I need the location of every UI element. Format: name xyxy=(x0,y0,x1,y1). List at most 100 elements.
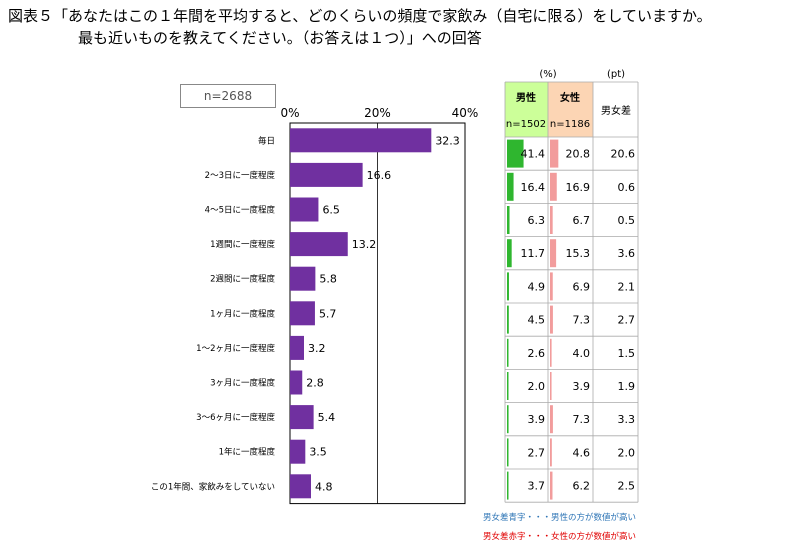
female-value: 16.9 xyxy=(566,181,591,194)
bar xyxy=(290,301,315,326)
category-label: 3～6ヶ月に一度程度 xyxy=(196,412,275,423)
female-n: n=1186 xyxy=(550,119,590,130)
bar-value-label: 4.8 xyxy=(315,480,333,493)
unit-percent: (%) xyxy=(539,69,556,80)
female-mini-bar xyxy=(550,139,559,168)
bar xyxy=(290,405,314,430)
unit-pt: (pt) xyxy=(607,69,625,80)
diff-value: 2.0 xyxy=(618,446,636,459)
diff-header: 男女差 xyxy=(601,104,631,117)
female-mini-bar xyxy=(550,239,557,268)
category-label: 4～5日に一度程度 xyxy=(205,205,276,216)
female-value: 6.7 xyxy=(573,214,591,227)
category-label: 3ヶ月に一度程度 xyxy=(210,378,275,389)
diff-value: 2.5 xyxy=(618,480,636,493)
male-value: 4.5 xyxy=(528,314,546,327)
male-value: 2.7 xyxy=(528,446,546,459)
bar xyxy=(290,439,306,464)
male-value: 3.9 xyxy=(528,413,546,426)
female-mini-bar xyxy=(550,272,553,301)
male-value: 3.7 xyxy=(528,480,546,493)
female-mini-bar xyxy=(550,338,552,367)
bar-value-label: 13.2 xyxy=(352,238,377,251)
bar-value-label: 32.3 xyxy=(435,134,460,147)
bar-value-label: 16.6 xyxy=(367,169,392,182)
female-mini-bar xyxy=(550,206,553,234)
female-value: 6.2 xyxy=(573,480,591,493)
male-value: 2.0 xyxy=(528,380,546,393)
female-mini-bar xyxy=(550,405,553,434)
diff-value: 2.7 xyxy=(618,314,636,327)
male-mini-bar xyxy=(507,405,509,434)
male-n: n=1502 xyxy=(506,119,546,130)
diff-value: 0.5 xyxy=(618,214,636,227)
female-value: 7.3 xyxy=(573,413,591,426)
female-value: 20.8 xyxy=(566,148,591,161)
category-label: 2週間に一度程度 xyxy=(210,274,275,285)
male-header-bg xyxy=(505,82,548,137)
female-mini-bar xyxy=(550,438,552,467)
bar xyxy=(290,232,348,257)
bar-value-label: 2.8 xyxy=(306,377,324,390)
sample-size-box: n=2688 xyxy=(180,84,276,108)
bar-value-label: 3.5 xyxy=(309,446,327,459)
female-value: 4.6 xyxy=(573,446,591,459)
female-header-bg xyxy=(548,82,593,137)
male-mini-bar xyxy=(507,139,524,168)
bar xyxy=(290,128,432,153)
female-value: 3.9 xyxy=(573,380,591,393)
male-mini-bar xyxy=(507,272,509,301)
bar-value-label: 5.8 xyxy=(319,273,337,286)
female-mini-bar xyxy=(550,172,557,201)
diff-value: 1.5 xyxy=(618,347,636,360)
male-value: 2.6 xyxy=(528,347,546,360)
bar xyxy=(290,474,311,499)
female-value: 7.3 xyxy=(573,314,591,327)
note-red: 男女差赤字・・・女性の方が数値が高い xyxy=(483,532,637,542)
diff-value: 1.9 xyxy=(618,380,636,393)
female-mini-bar xyxy=(550,372,552,400)
diff-value: 3.6 xyxy=(618,247,636,260)
category-label: 1年に一度程度 xyxy=(219,447,276,458)
category-label: 1週間に一度程度 xyxy=(210,239,275,250)
diff-value: 20.6 xyxy=(611,148,636,161)
male-mini-bar xyxy=(507,206,510,234)
male-mini-bar xyxy=(507,372,509,400)
bar xyxy=(290,370,303,395)
bar xyxy=(290,266,316,291)
male-value: 16.4 xyxy=(521,181,546,194)
female-mini-bar xyxy=(550,305,553,334)
bar xyxy=(290,197,319,222)
female-mini-bar xyxy=(550,471,553,500)
male-value: 11.7 xyxy=(521,247,546,260)
male-value: 6.3 xyxy=(528,214,546,227)
diff-value: 3.3 xyxy=(618,413,636,426)
bar-value-label: 6.5 xyxy=(322,204,340,217)
female-value: 6.9 xyxy=(573,280,591,293)
male-mini-bar xyxy=(507,471,509,500)
male-mini-bar xyxy=(507,172,514,201)
category-label: 1～2ヶ月に一度程度 xyxy=(196,343,275,354)
figure-title-line2: 最も近いものを教えてください。（お答えは１つ）」への回答 xyxy=(78,29,482,47)
male-mini-bar xyxy=(507,438,509,467)
bar-value-label: 5.4 xyxy=(318,411,336,424)
diff-value: 2.1 xyxy=(618,280,636,293)
x-tick-label: 0% xyxy=(280,106,299,120)
bar-value-label: 5.7 xyxy=(319,307,337,320)
diff-value: 0.6 xyxy=(618,181,636,194)
x-tick-label: 20% xyxy=(364,106,391,120)
female-header: 女性 xyxy=(560,91,580,104)
bar-value-label: 3.2 xyxy=(308,342,326,355)
female-value: 4.0 xyxy=(573,347,591,360)
male-mini-bar xyxy=(507,239,512,268)
category-label: 毎日 xyxy=(258,135,275,146)
male-value: 4.9 xyxy=(528,280,546,293)
female-value: 15.3 xyxy=(566,247,591,260)
category-label: この1年間、家飲みをしていない xyxy=(151,481,275,492)
note-blue: 男女差青字・・・男性の方が数値が高い xyxy=(483,513,637,523)
figure-title-line1: 図表５「あなたはこの１年間を平均すると、どのくらいの頻度で家飲み（自宅に限る）を… xyxy=(8,7,712,25)
male-value: 41.4 xyxy=(521,148,546,161)
male-header: 男性 xyxy=(516,91,536,104)
category-label: 1ヶ月に一度程度 xyxy=(210,308,275,319)
